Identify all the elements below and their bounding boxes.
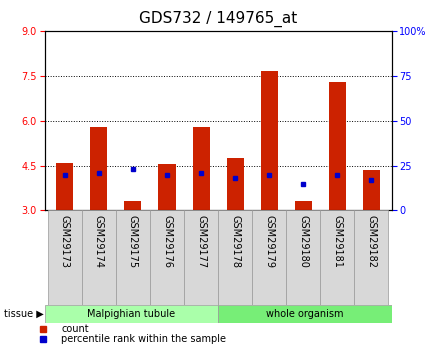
Text: GSM29182: GSM29182	[366, 215, 376, 268]
Bar	[57, 162, 73, 210]
Bar	[218, 305, 392, 323]
Text: GSM29179: GSM29179	[264, 215, 274, 268]
Bar	[252, 210, 286, 305]
Bar	[150, 210, 184, 305]
Text: GDS732 / 149765_at: GDS732 / 149765_at	[139, 10, 297, 27]
Text: Malpighian tubule: Malpighian tubule	[87, 309, 175, 319]
Text: GSM29181: GSM29181	[332, 215, 342, 268]
Text: percentile rank within the sample: percentile rank within the sample	[61, 335, 226, 344]
Bar	[320, 210, 354, 305]
Bar	[44, 305, 218, 323]
Bar	[116, 210, 150, 305]
Bar	[82, 210, 116, 305]
Text: GSM29173: GSM29173	[60, 215, 70, 268]
Text: tissue ▶: tissue ▶	[4, 309, 44, 319]
Text: GSM29175: GSM29175	[128, 215, 138, 268]
Bar	[354, 210, 388, 305]
Bar	[363, 170, 380, 210]
Text: count: count	[61, 324, 89, 334]
Bar	[295, 201, 312, 210]
Text: GSM29174: GSM29174	[94, 215, 104, 268]
Bar	[184, 210, 218, 305]
Bar	[286, 210, 320, 305]
Bar	[227, 158, 243, 210]
Text: whole organism: whole organism	[266, 309, 344, 319]
Text: GSM29178: GSM29178	[230, 215, 240, 268]
Bar	[158, 164, 175, 210]
Bar	[90, 127, 107, 210]
Text: GSM29176: GSM29176	[162, 215, 172, 268]
Bar	[218, 210, 252, 305]
Bar	[48, 210, 82, 305]
Text: GSM29180: GSM29180	[298, 215, 308, 268]
Bar	[193, 127, 210, 210]
Text: GSM29177: GSM29177	[196, 215, 206, 268]
Bar	[329, 82, 346, 210]
Bar	[125, 201, 142, 210]
Bar	[261, 71, 278, 210]
